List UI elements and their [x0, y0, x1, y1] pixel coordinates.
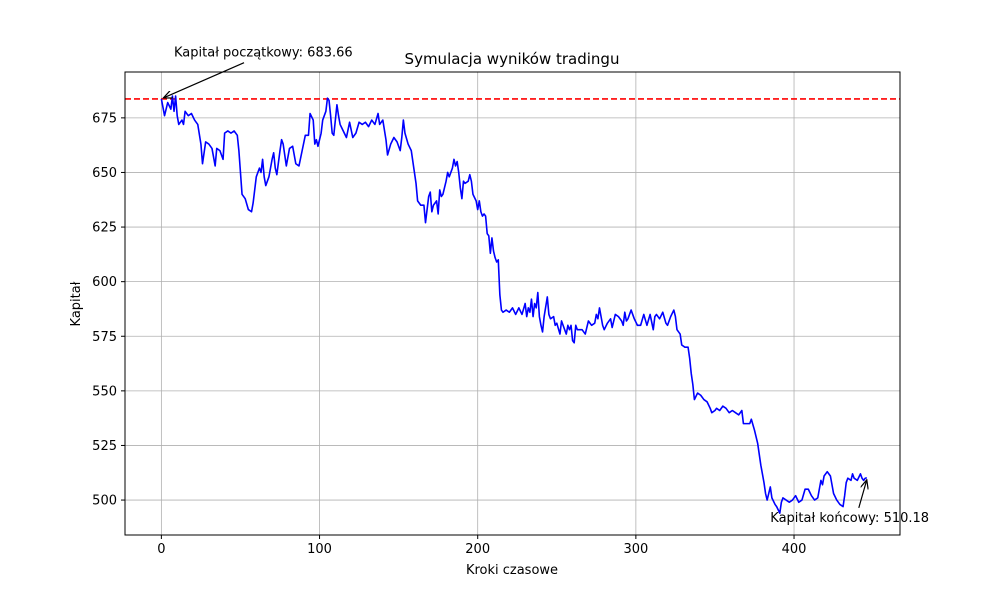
- series-line: [160, 95, 867, 514]
- x-tick-label: 0: [157, 542, 165, 557]
- y-axis-label: Kapitał: [69, 281, 84, 326]
- chart-title: Symulacja wyników tradingu: [405, 50, 620, 68]
- y-axis-ticks: 500 525 550 575 600 625 650 675: [92, 111, 125, 509]
- annotation-label: Kapitał początkowy: 683.66: [174, 46, 353, 61]
- annotation-arrow: [858, 480, 867, 509]
- y-tick-label: 575: [92, 330, 117, 345]
- x-tick-label: 300: [623, 542, 648, 557]
- annotations: Kapitał początkowy: 683.66 Kapitał końcow…: [163, 46, 929, 526]
- annotation: Kapitał początkowy: 683.66: [163, 46, 353, 98]
- x-axis-ticks: 0 100 200 300 400: [157, 535, 806, 557]
- plot-area: [125, 95, 900, 514]
- y-tick-label: 675: [92, 111, 117, 126]
- x-tick-label: 200: [465, 542, 490, 557]
- annotation: Kapitał końcowy: 510.18: [770, 480, 929, 526]
- y-tick-label: 550: [92, 384, 117, 399]
- annotation-arrow: [163, 62, 245, 98]
- x-tick-label: 400: [782, 542, 807, 557]
- axes-frame: [124, 71, 901, 536]
- x-axis-label: Kroki czasowe: [466, 563, 558, 578]
- y-tick-label: 500: [92, 494, 117, 509]
- x-tick-label: 100: [307, 542, 332, 557]
- annotation-label: Kapitał końcowy: 510.18: [770, 511, 929, 526]
- y-tick-label: 525: [92, 439, 117, 454]
- y-tick-label: 625: [92, 221, 117, 236]
- y-tick-label: 600: [92, 275, 117, 290]
- grid: [125, 72, 900, 535]
- y-tick-label: 650: [92, 166, 117, 181]
